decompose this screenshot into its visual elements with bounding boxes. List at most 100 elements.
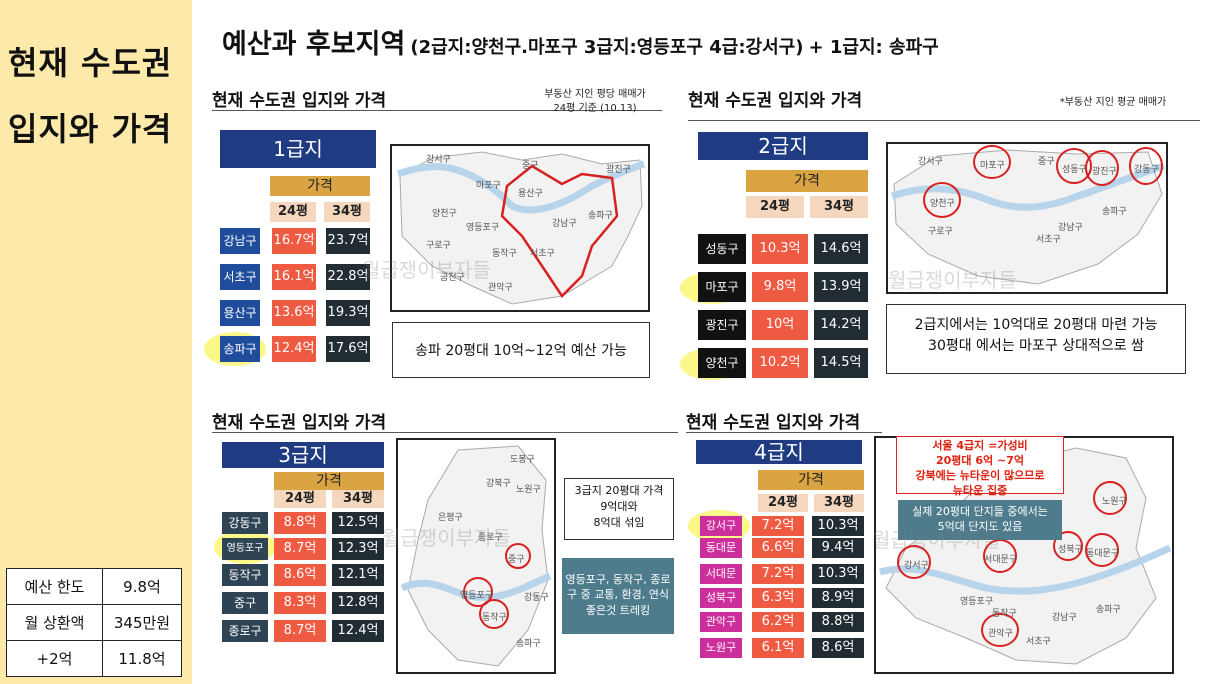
size-24-header: 24평 — [746, 196, 804, 218]
table-row: 서초구 16.1억 22.8억 — [220, 264, 370, 290]
size-24-header: 24평 — [758, 494, 808, 512]
map-label: 영등포구 — [466, 223, 500, 233]
map-label: 송파구 — [1096, 605, 1121, 615]
table-row: 서대문 7.2억 10.3억 — [700, 564, 864, 584]
section-title: 현재 수도권 입지와 가격 — [212, 91, 387, 111]
size-24-header: 24평 — [270, 202, 316, 222]
table-row: 동대문 6.6억 9.4억 — [700, 538, 864, 558]
price-34: 12.8억 — [332, 592, 384, 614]
callout-line2: 30평대 에서는 마포구 상대적으로 쌈 — [928, 338, 1144, 354]
table-row: 노원구 6.1억 8.6억 — [700, 638, 864, 658]
map-label: 강남구 — [1052, 613, 1077, 623]
district-label: 강동구 — [222, 512, 268, 534]
district-label: 마포구 — [698, 272, 746, 302]
district-label: 중구 — [222, 592, 268, 614]
section-title: 현재 수도권 입지와 가격 — [212, 413, 387, 433]
table-row: 광진구 10억 14.2억 — [698, 310, 868, 340]
table-row: 영등포구 8.7억 12.3억 — [222, 538, 384, 560]
map-label: 송파구 — [516, 639, 541, 649]
price-34: 12.3억 — [332, 538, 384, 560]
map-label: 동작구 — [482, 613, 507, 623]
sidebar-title-line1: 현재 수도권 — [8, 44, 173, 82]
budget-value: 11.8억 — [102, 640, 182, 677]
page-title: 예산과 후보지역 (2급지:양천구.마포구 3급지:영등포구 4급:강서구) +… — [222, 22, 939, 61]
map-label: 광진구 — [1092, 167, 1117, 177]
section-title: 현재 수도권 입지와 가격 — [686, 413, 861, 433]
price-24: 7.2억 — [752, 564, 804, 584]
page-title-extra: + 1급지: 송파구 — [808, 37, 939, 58]
price-24: 10억 — [752, 310, 808, 340]
budget-table: 예산 한도 9.8억 월 상환액 345만원 +2억 11.8억 — [6, 568, 182, 677]
price-24: 6.2억 — [752, 612, 804, 632]
district-label: 종로구 — [222, 620, 268, 642]
price-header: 가격 — [274, 472, 384, 490]
price-34: 17.6억 — [326, 336, 370, 362]
price-header: 가격 — [758, 470, 864, 490]
divider — [212, 432, 678, 433]
map-seoul: 강서구 양천구 구로구 금천구 영등포구 동작구 관악구 마포구 중구 용산구 … — [390, 144, 650, 312]
price-34: 8.9억 — [812, 588, 864, 608]
budget-label: 예산 한도 — [6, 568, 103, 605]
map-label: 영등포구 — [460, 591, 494, 601]
map-label: 노원구 — [1102, 497, 1127, 507]
sidebar: 현재 수도권 입지와 가격 예산 한도 9.8억 월 상환액 345만원 +2억… — [0, 0, 192, 684]
map-label: 양천구 — [432, 209, 457, 219]
price-24: 12.4억 — [272, 336, 316, 362]
price-24: 6.3억 — [752, 588, 804, 608]
price-24: 6.6억 — [752, 538, 804, 558]
table-row: 마포구 9.8억 13.9억 — [698, 272, 868, 302]
price-34: 10.3억 — [812, 516, 864, 536]
district-label: 용산구 — [220, 300, 260, 326]
budget-label: 월 상환액 — [6, 604, 103, 641]
price-24: 8.7억 — [274, 620, 326, 642]
table-row: 양천구 10.2억 14.5억 — [698, 348, 868, 378]
district-label: 동작구 — [222, 564, 268, 586]
map-label: 서대문구 — [984, 555, 1018, 565]
map-label: 강서구 — [918, 157, 943, 167]
map-label: 노원구 — [516, 485, 541, 495]
section-title: 현재 수도권 입지와 가격 — [688, 91, 863, 111]
price-24: 8.3억 — [274, 592, 326, 614]
map-label: 마포구 — [476, 181, 501, 191]
district-label: 광진구 — [698, 310, 746, 340]
map-label: 관악구 — [488, 283, 513, 293]
map-seoul: 강서구 마포구 양천구 구로구 중구 성동구 광진구 강동구 강남구 서초구 송… — [886, 142, 1168, 294]
map-graphic — [879, 447, 1172, 665]
price-24: 16.1억 — [272, 264, 316, 290]
panel-tier2: 현재 수도권 입지와 가격 *부동산 지인 평균 매매가 2급지 가격 24평 … — [680, 86, 1200, 386]
price-24: 8.7억 — [274, 538, 326, 560]
map-label: 강서구 — [904, 561, 929, 571]
panel-tier4: 현재 수도권 입지와 가격 4급지 가격 24평 34평 강서구 7.2억 10… — [686, 408, 1200, 680]
tier-badge: 2급지 — [698, 132, 868, 160]
map-label: 종로구 — [478, 533, 503, 543]
budget-row: 월 상환액 345만원 — [6, 604, 182, 641]
size-34-header: 34평 — [814, 494, 864, 512]
map-label: 강북구 — [486, 479, 511, 489]
sidebar-title-line2: 입지와 가격 — [8, 110, 173, 148]
price-34: 23.7억 — [326, 228, 370, 254]
divider — [688, 120, 1200, 121]
table-row: 종로구 8.7억 12.4억 — [222, 620, 384, 642]
warning-note: 서울 4급지 =가성비 20평대 6억 ~7억 강북에는 뉴타운이 많으므로 뉴… — [896, 436, 1064, 497]
district-label: 서초구 — [220, 264, 260, 290]
budget-label: +2억 — [6, 640, 103, 677]
price-34: 14.6억 — [814, 234, 868, 264]
budget-value: 9.8억 — [102, 568, 182, 605]
map-label: 강동구 — [524, 593, 549, 603]
map-label: 구로구 — [928, 227, 953, 237]
budget-value: 345만원 — [102, 604, 182, 641]
budget-row: 예산 한도 9.8억 — [6, 568, 182, 605]
map-label: 서초구 — [1026, 637, 1051, 647]
tier-badge: 1급지 — [220, 130, 376, 168]
tier-badge: 4급지 — [696, 440, 862, 464]
map-label: 구로구 — [426, 241, 451, 251]
size-34-header: 34평 — [332, 490, 384, 508]
district-label: 강남구 — [220, 228, 260, 254]
source-note: 부동산 지인 평당 매매가 24평 기준 (10.13) — [544, 89, 646, 114]
table-row: 송파구 12.4억 17.6억 — [220, 336, 370, 362]
district-label: 영등포구 — [222, 538, 268, 560]
page-title-main: 예산과 후보지역 — [222, 29, 406, 60]
price-34: 8.6억 — [812, 638, 864, 658]
price-34: 14.2억 — [814, 310, 868, 340]
summary-callout: 2급지에서는 10억대로 20평대 마련 가능 30평대 에서는 마포구 상대적… — [886, 304, 1186, 374]
